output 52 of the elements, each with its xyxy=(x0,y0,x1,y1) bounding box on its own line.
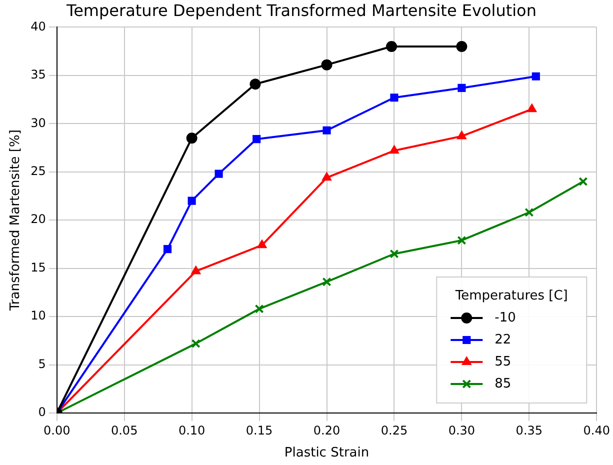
y-tick-label: 40 xyxy=(30,19,46,34)
y-tick-label: 5 xyxy=(38,356,46,371)
point xyxy=(322,172,332,181)
y-tick-label: 35 xyxy=(30,68,46,82)
x-tick-label: 0.40 xyxy=(583,423,610,438)
x-tick-label: 0.05 xyxy=(110,423,138,438)
x-tick-label: 0.00 xyxy=(44,423,70,438)
point xyxy=(458,84,466,92)
point xyxy=(524,208,534,217)
legend-label: 55 xyxy=(494,354,512,370)
y-axis-title: Transformed Martensite [%] xyxy=(8,130,24,312)
x-tick-label: 0.10 xyxy=(178,423,206,438)
point xyxy=(163,245,172,254)
y-tick-label: 30 xyxy=(30,116,46,130)
point xyxy=(188,196,196,205)
x-tick-label: 0.15 xyxy=(246,423,273,438)
point xyxy=(457,236,466,245)
point xyxy=(214,170,223,178)
y-tick-label: 0 xyxy=(38,405,46,420)
x-tick-label: 0.20 xyxy=(313,423,340,438)
y-tick-label: 20 xyxy=(30,212,46,226)
point xyxy=(252,135,261,144)
point xyxy=(532,72,540,80)
point xyxy=(456,40,468,52)
point xyxy=(321,59,332,70)
point xyxy=(390,94,398,102)
y-tick-label: 10 xyxy=(30,308,46,323)
legend-label: -10 xyxy=(494,310,516,326)
point xyxy=(527,104,537,112)
point xyxy=(186,132,198,144)
x-tick-label: 0.35 xyxy=(516,423,543,438)
x-tick-label: 0.30 xyxy=(448,423,476,438)
chart-title: Temperature Dependent Transformed Martensite Evolution xyxy=(66,0,536,20)
y-tick-label: 15 xyxy=(30,260,46,274)
point xyxy=(456,130,467,140)
point xyxy=(578,176,588,186)
point xyxy=(389,145,400,154)
point xyxy=(390,249,399,258)
point xyxy=(386,40,398,52)
point xyxy=(257,240,267,248)
point xyxy=(250,78,261,90)
point xyxy=(322,126,331,134)
legend-label: 22 xyxy=(494,332,512,348)
legend-label: 85 xyxy=(494,376,512,392)
point xyxy=(191,266,201,274)
y-tick-label: 25 xyxy=(30,164,46,178)
legend-title: Temperatures [C] xyxy=(454,288,568,304)
point xyxy=(254,304,264,314)
point xyxy=(191,339,200,348)
x-axis-title: Plastic Strain xyxy=(284,446,370,461)
x-tick-label: 0.25 xyxy=(380,423,408,438)
point xyxy=(322,277,332,286)
